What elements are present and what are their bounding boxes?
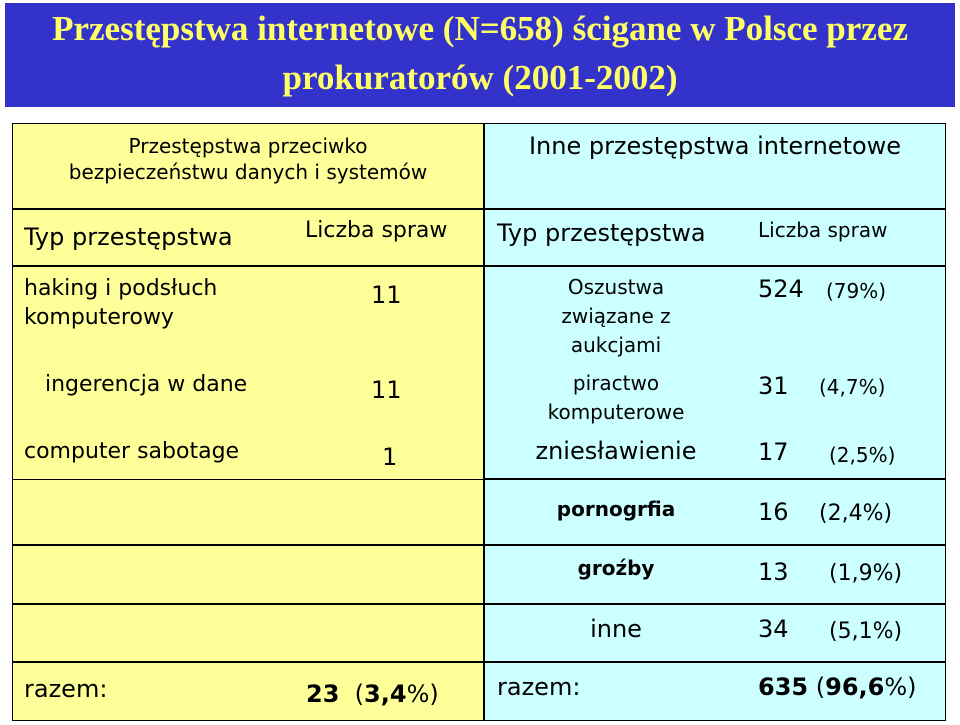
right-row-4-percent: (2,4%) xyxy=(819,501,893,526)
right-row-5: groźby 13 (1,9%) xyxy=(484,545,946,604)
title-line-1: Przestępstwa internetowe (N=658) ścigane… xyxy=(52,9,908,48)
left-total-count: 23 xyxy=(306,680,340,708)
left-total-row: razem: 23 (3,4%) xyxy=(12,662,484,721)
left-total-pct: 3,4 xyxy=(364,680,407,708)
right-row-3-percent: (2,5%) xyxy=(829,443,896,467)
right-row-1-count: 524 xyxy=(758,275,804,303)
left-row-2-count: 11 xyxy=(371,376,402,404)
left-section-header: Przestępstwa przeciwko bezpieczeństwu da… xyxy=(12,123,484,209)
left-row-2-type: ingerencja w dane xyxy=(45,372,248,397)
right-total-count: 635 xyxy=(758,673,809,701)
right-row-5-percent: (1,9%) xyxy=(829,561,903,586)
right-total-pct: 96,6 xyxy=(825,673,885,701)
right-header-text: Inne przestępstwa internetowe xyxy=(528,132,902,160)
right-row-4: pornogrfia 16 (2,4%) xyxy=(484,479,946,545)
right-total-row: razem: 635 (96,6%) xyxy=(484,662,946,721)
left-total-label: razem: xyxy=(24,675,108,703)
right-row-1-type-line-1: Oszustwa xyxy=(567,275,665,299)
right-row-1-percent: (79%) xyxy=(826,279,887,303)
left-row-3-type: computer sabotage xyxy=(24,439,240,464)
right-row-3-count: 17 xyxy=(758,438,789,466)
left-count-column-header: Liczba spraw xyxy=(305,218,448,243)
left-row-3-count: 1 xyxy=(382,443,398,471)
right-type-column-header: Typ przestępstwa xyxy=(497,219,706,247)
left-column-header-row: Typ przestępstwa Liczba spraw xyxy=(12,209,484,266)
left-header-line-2: bezpieczeństwu danych i systemów xyxy=(68,160,428,184)
left-empty-row-1 xyxy=(12,479,484,545)
left-empty-row-3 xyxy=(12,604,484,662)
right-row-4-type: pornogrfia xyxy=(556,497,676,521)
left-row-1-type-line-1: haking i podsłuch xyxy=(24,276,218,301)
left-row-1-count: 11 xyxy=(371,281,402,309)
left-total-pct-open: ( xyxy=(354,680,365,708)
right-row-3-type: zniesławienie xyxy=(535,437,697,465)
right-row-5-type: groźby xyxy=(577,556,655,580)
right-total-pct-open: ( xyxy=(815,673,826,701)
right-row-2-count: 31 xyxy=(758,372,789,400)
right-total-label: razem: xyxy=(497,673,581,701)
right-row-6-type: inne xyxy=(590,615,642,643)
right-row-6-count: 34 xyxy=(758,615,789,643)
right-row-4-count: 16 xyxy=(758,498,789,526)
right-row-1-type-line-2: związane z xyxy=(561,304,671,328)
right-rows-block: Oszustwa związane z aukcjami 524 (79%) p… xyxy=(484,266,946,479)
left-total-value: 23 (3,4%) xyxy=(306,680,439,708)
left-header-line-1: Przestępstwa przeciwko xyxy=(128,134,368,158)
left-type-column-header: Typ przestępstwa xyxy=(24,223,233,251)
right-row-2-type-line-1: piractwo xyxy=(572,371,660,395)
right-column-header-row: Typ przestępstwa Liczba spraw xyxy=(484,209,946,266)
right-row-6-percent: (5,1%) xyxy=(829,619,903,644)
title-banner: Przestępstwa internetowe (N=658) ścigane… xyxy=(5,3,955,107)
right-total-pct-close: %) xyxy=(884,673,917,701)
right-row-2-type-line-2: komputerowe xyxy=(547,400,685,424)
right-row-5-count: 13 xyxy=(758,558,789,586)
right-count-column-header: Liczba spraw xyxy=(758,218,888,242)
left-total-pct-close: %) xyxy=(406,680,439,708)
left-row-1-type-line-2: komputerowy xyxy=(24,305,174,330)
right-total-value: 635 (96,6%) xyxy=(758,673,917,701)
right-row-2-percent: (4,7%) xyxy=(819,375,886,399)
right-section-header: Inne przestępstwa internetowe xyxy=(484,123,946,209)
title-line-2: prokuratorów (2001-2002) xyxy=(282,58,678,97)
right-row-6: inne 34 (5,1%) xyxy=(484,604,946,662)
right-row-1-type-line-3: aukcjami xyxy=(570,333,662,357)
left-empty-row-2 xyxy=(12,545,484,604)
